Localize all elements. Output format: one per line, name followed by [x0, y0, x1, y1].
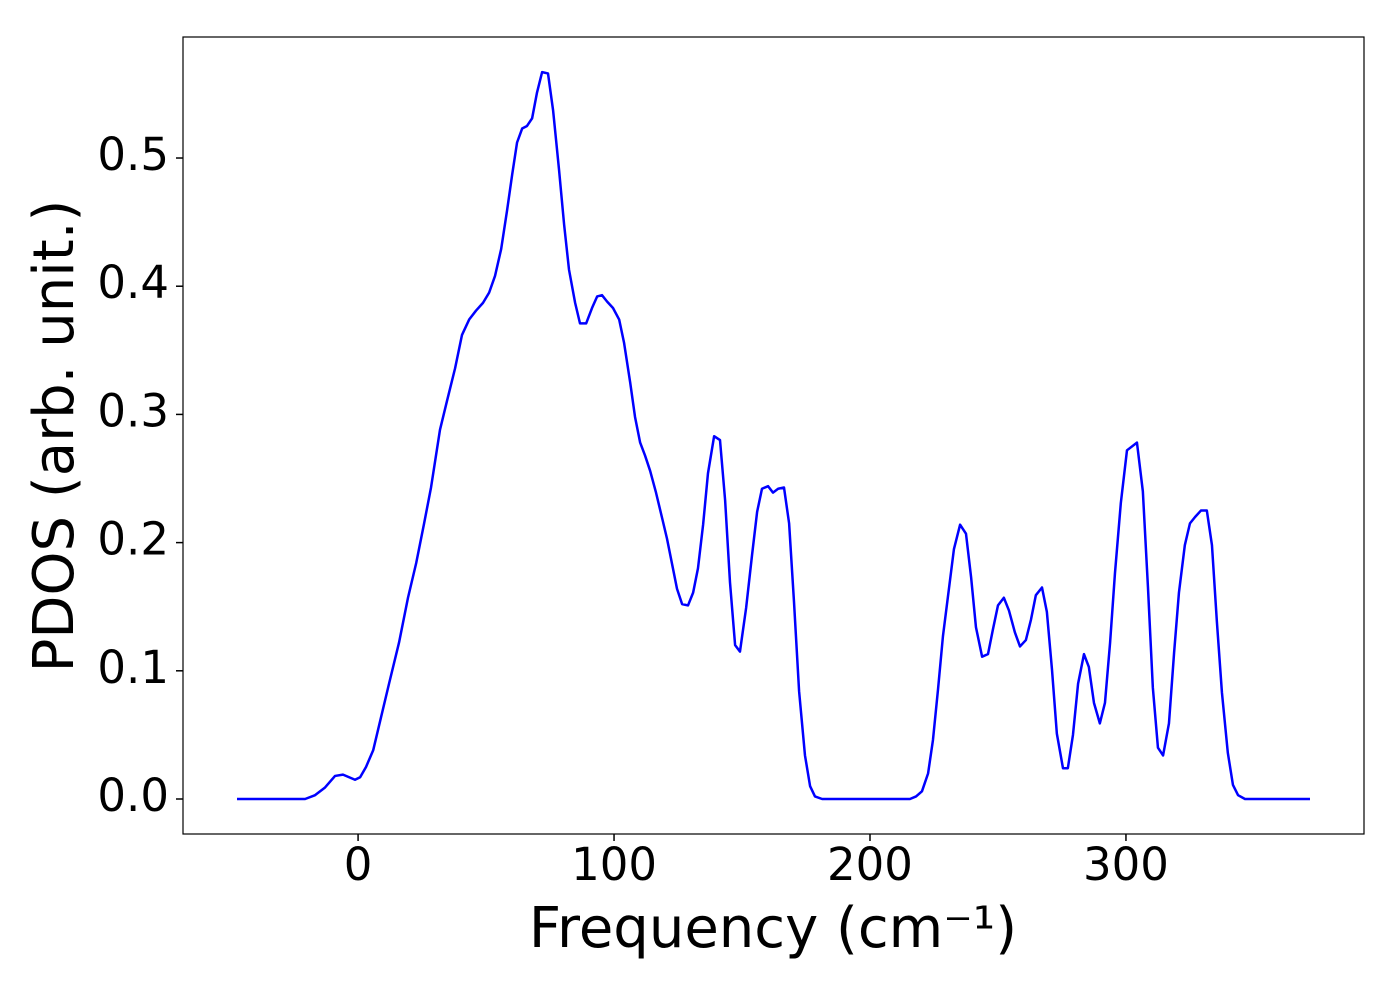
plot-frame: [182, 36, 1365, 835]
y-tick-label: 0.3: [97, 384, 169, 437]
y-tick-label: 0.4: [97, 256, 169, 309]
x-tick-label: 200: [827, 838, 913, 891]
pdos-line: [237, 70, 1310, 801]
y-tick-label: 0.5: [97, 128, 169, 181]
x-axis-label: Frequency (cm⁻¹): [529, 896, 1017, 961]
y-tick-label: 0.1: [97, 641, 169, 694]
x-tick-label: 300: [1083, 838, 1169, 891]
y-tick-label: 0.0: [97, 769, 169, 822]
y-axis-label: PDOS (arb. unit.): [22, 200, 87, 673]
x-tick-label: 0: [344, 838, 373, 891]
x-tick-label: 100: [571, 838, 657, 891]
y-tick-label: 0.2: [97, 513, 169, 566]
